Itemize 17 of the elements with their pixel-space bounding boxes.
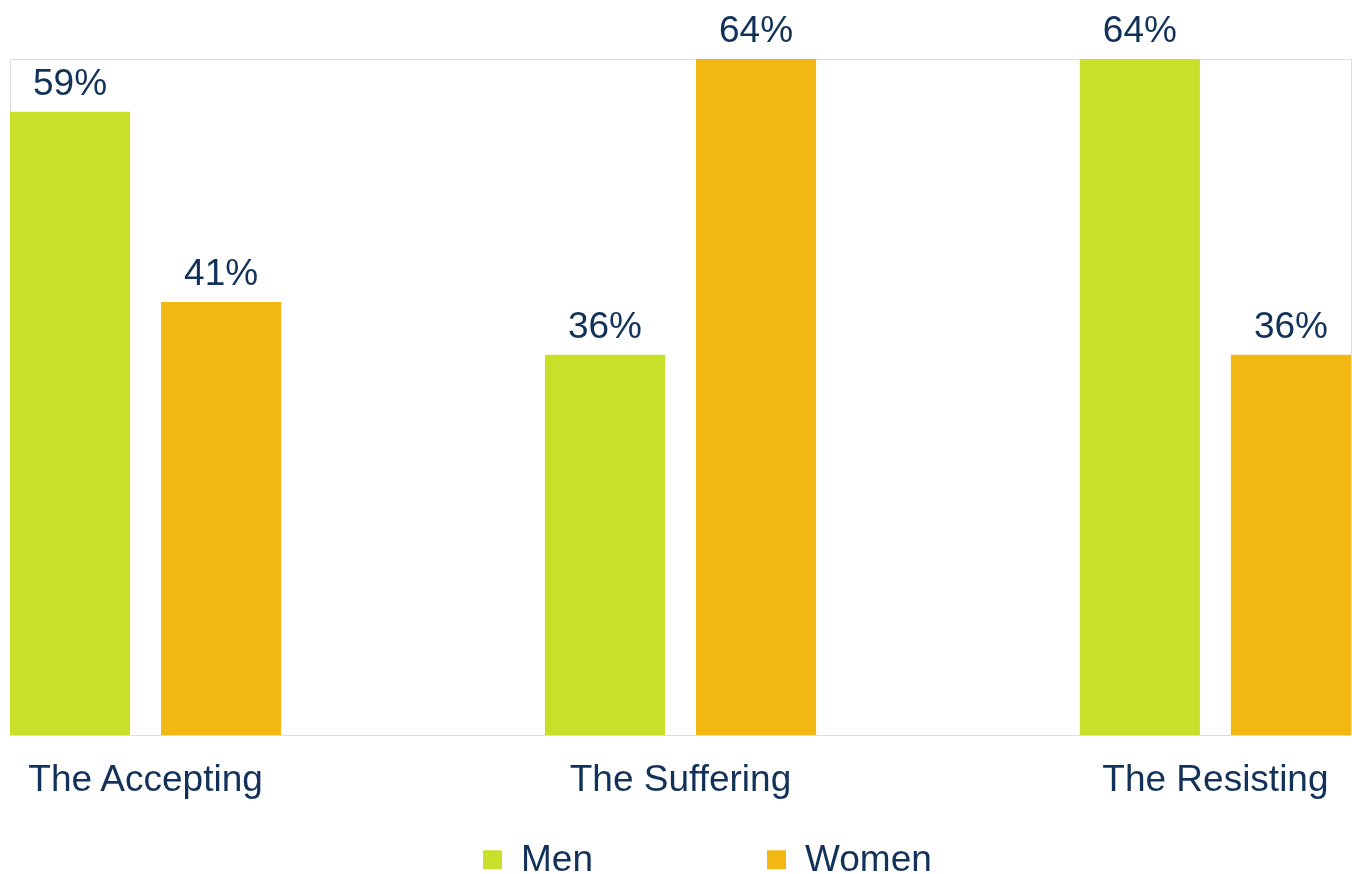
bar xyxy=(695,59,817,735)
data-label: 64% xyxy=(1102,9,1177,50)
legend-label: Men xyxy=(521,837,593,874)
data-label: 59% xyxy=(33,61,108,103)
bar xyxy=(10,111,131,735)
x-tick-label: The Accepting xyxy=(28,757,263,799)
bar xyxy=(1230,354,1351,735)
x-tick-label: The Resisting xyxy=(1102,757,1329,799)
data-label: 64% xyxy=(719,9,794,50)
bar xyxy=(161,301,282,735)
x-tick-label: The Suffering xyxy=(569,757,792,799)
data-label: 41% xyxy=(184,251,259,293)
bar xyxy=(544,354,666,735)
bar xyxy=(1079,59,1200,735)
data-label: 36% xyxy=(567,304,642,346)
legend-label: Women xyxy=(805,837,932,874)
data-label: 36% xyxy=(1253,304,1328,346)
